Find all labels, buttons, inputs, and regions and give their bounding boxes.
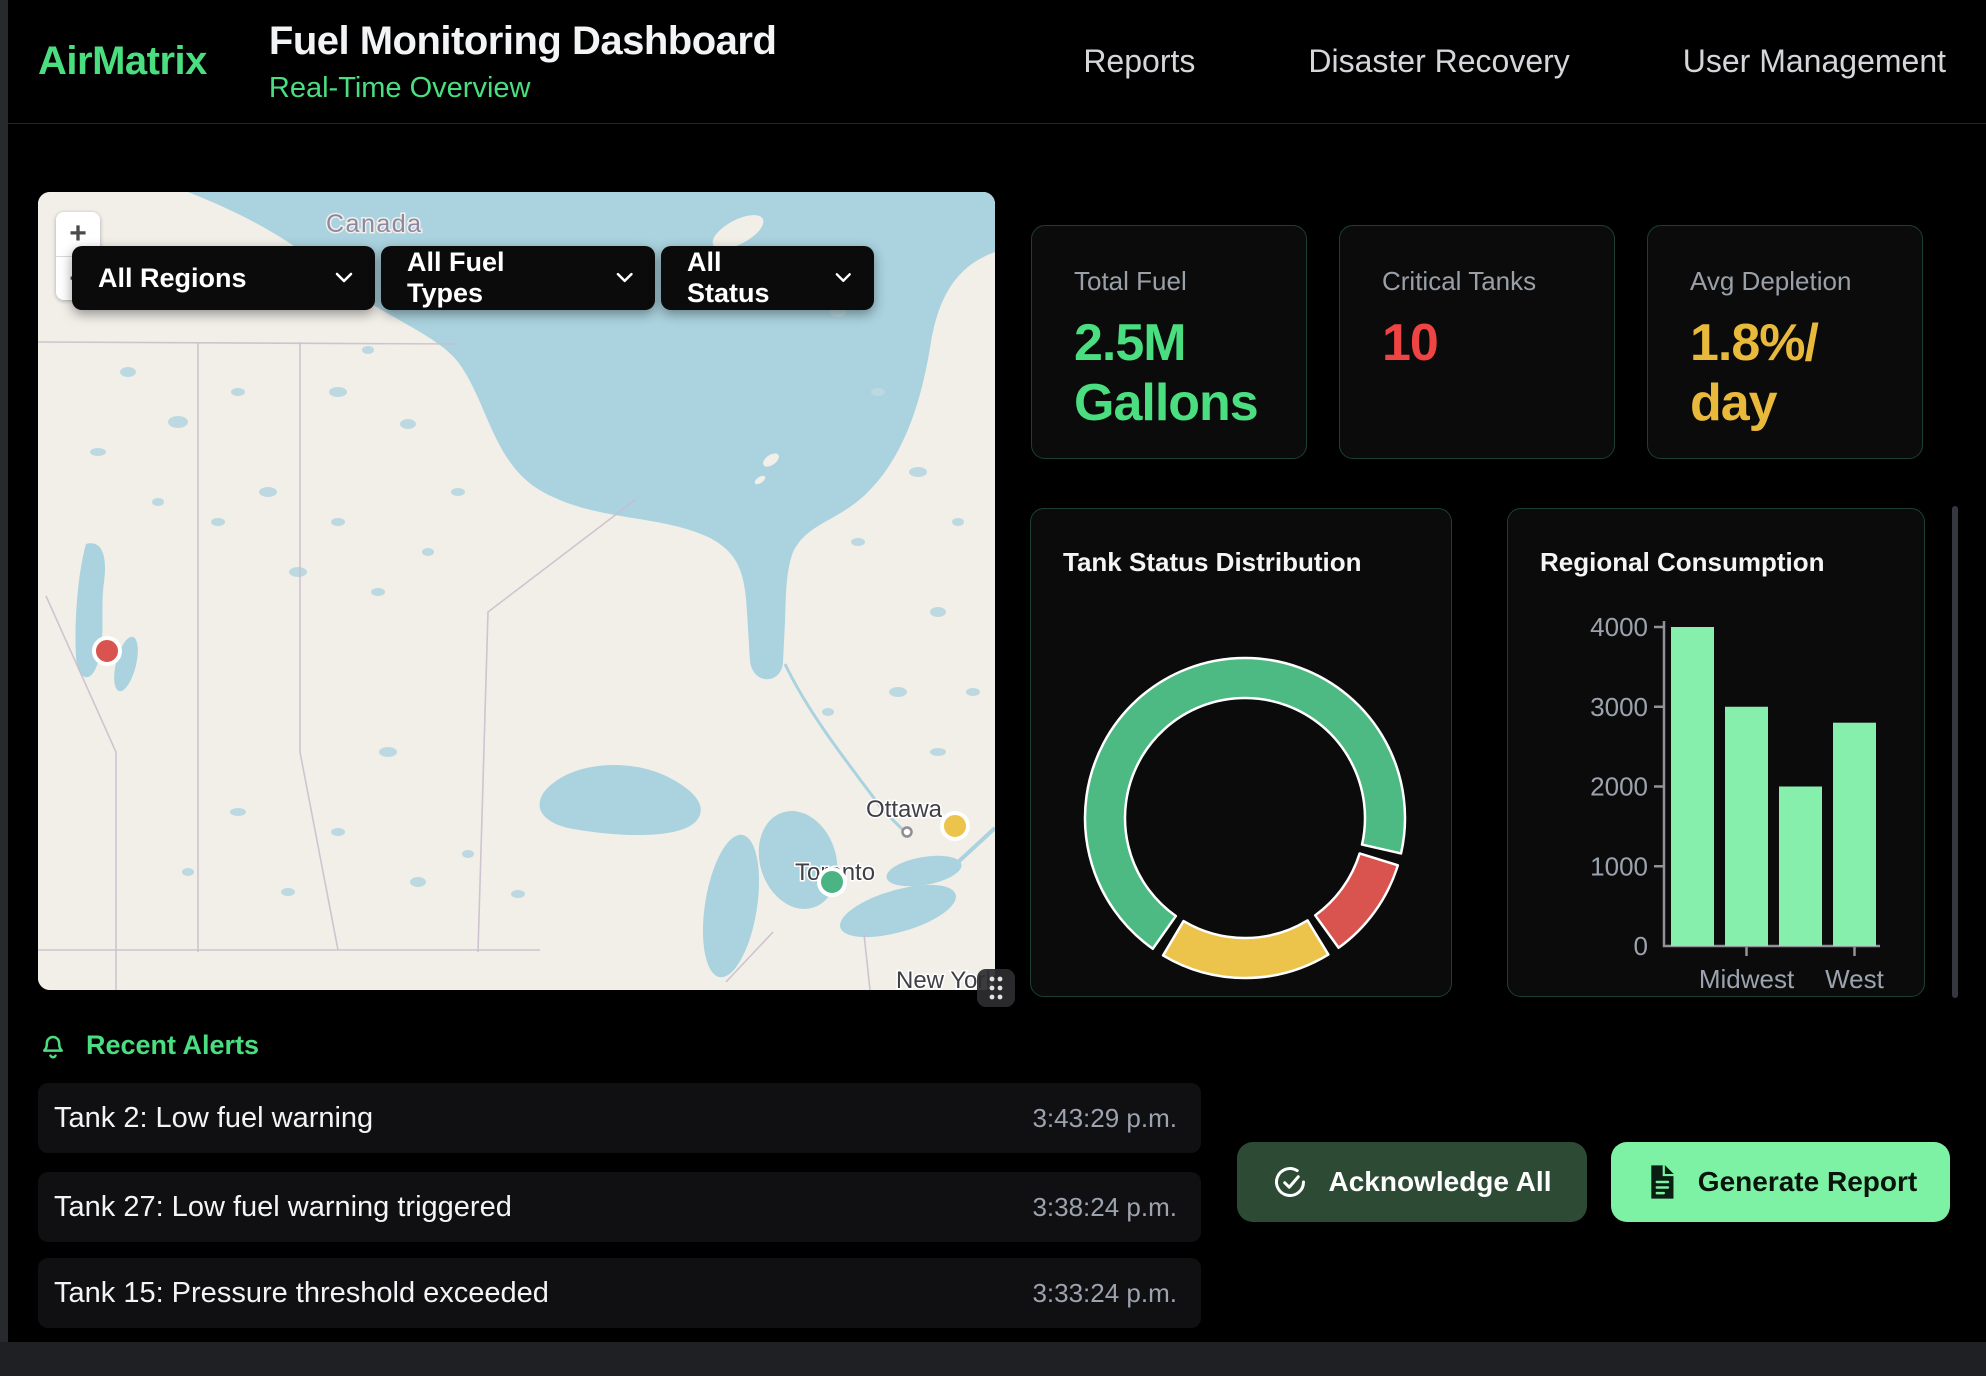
- map-panel: Canada Ottawa Toronto New York + − All R…: [38, 192, 995, 990]
- bar-0: [1671, 627, 1714, 946]
- alert-timestamp: 3:38:24 p.m.: [1032, 1192, 1177, 1223]
- document-icon: [1644, 1164, 1678, 1200]
- stat-label: Avg Depletion: [1690, 266, 1902, 297]
- donut-segment-warning: [1163, 920, 1328, 978]
- alert-text: Tank 15: Pressure threshold exceeded: [54, 1277, 549, 1310]
- y-tick-label: 4000: [1590, 612, 1648, 642]
- chevron-down-icon: [616, 272, 633, 284]
- regional-consumption-card: Regional Consumption 01000200030004000Mi…: [1507, 508, 1925, 997]
- tank-status-card: Tank Status Distribution: [1030, 508, 1452, 997]
- top-bar: AirMatrix Fuel Monitoring Dashboard Real…: [8, 0, 1986, 124]
- nav-user-management[interactable]: User Management: [1683, 43, 1946, 80]
- alert-row: Tank 27: Low fuel warning triggered 3:38…: [38, 1172, 1201, 1242]
- stat-value: 1.8%/day: [1690, 313, 1902, 433]
- region-filter-label: All Regions: [98, 263, 247, 294]
- alert-timestamp: 3:33:24 p.m.: [1032, 1278, 1177, 1309]
- x-tick-label: Midwest: [1699, 964, 1795, 994]
- alert-text: Tank 2: Low fuel warning: [54, 1102, 373, 1135]
- fuel-type-filter-label: All Fuel Types: [407, 247, 582, 309]
- stat-value: 2.5MGallons: [1074, 313, 1286, 433]
- map-label-canada: Canada: [326, 210, 423, 238]
- chevron-down-icon: [835, 272, 852, 284]
- acknowledge-all-label: Acknowledge All: [1328, 1166, 1551, 1198]
- regional-consumption-bar-chart: 0 1000 2000 3000 4000 Midwest West: [1508, 509, 1926, 998]
- alert-row: Tank 2: Low fuel warning 3:43:29 p.m.: [38, 1083, 1201, 1153]
- alert-timestamp: 3:43:29 p.m.: [1032, 1103, 1177, 1134]
- map-label-ottawa: Ottawa: [866, 796, 943, 823]
- tank-marker-ok[interactable]: [819, 869, 845, 895]
- bottom-bar: [0, 1342, 1986, 1376]
- generate-report-button[interactable]: Generate Report: [1611, 1142, 1950, 1222]
- nav-disaster-recovery[interactable]: Disaster Recovery: [1308, 43, 1569, 80]
- y-tick-label: 3000: [1590, 692, 1648, 722]
- bar-2: [1779, 787, 1822, 947]
- donut-segment-critical: [1315, 853, 1398, 947]
- generate-report-label: Generate Report: [1698, 1166, 1917, 1198]
- bar-1: [1725, 707, 1768, 946]
- region-filter-dropdown[interactable]: All Regions: [72, 246, 375, 310]
- vertical-scrollbar[interactable]: [1952, 506, 1958, 998]
- status-filter-label: All Status: [687, 247, 801, 309]
- drag-dots-icon: [984, 974, 1008, 1002]
- stat-label: Critical Tanks: [1382, 266, 1594, 297]
- map-viewport[interactable]: Canada Ottawa Toronto New York + − All R…: [38, 192, 995, 990]
- bell-icon: [38, 1028, 68, 1062]
- title-block: Fuel Monitoring Dashboard Real-Time Over…: [269, 19, 776, 105]
- recent-alerts-header: Recent Alerts: [38, 1028, 1201, 1062]
- tank-marker-warning[interactable]: [942, 813, 968, 839]
- nav-reports[interactable]: Reports: [1083, 43, 1195, 80]
- stat-value: 10: [1382, 313, 1594, 373]
- map-canvas[interactable]: Canada Ottawa Toronto New York: [38, 192, 995, 990]
- map-resize-handle[interactable]: [977, 969, 1015, 1007]
- check-circle-icon: [1272, 1164, 1308, 1200]
- bar-3: [1833, 723, 1876, 946]
- stat-cards-row: Total Fuel 2.5MGallons Critical Tanks 10…: [1031, 225, 1923, 459]
- status-filter-dropdown[interactable]: All Status: [661, 246, 874, 310]
- stat-card-critical-tanks: Critical Tanks 10: [1339, 225, 1615, 459]
- alert-text: Tank 27: Low fuel warning triggered: [54, 1191, 512, 1224]
- page-subtitle: Real-Time Overview: [269, 72, 776, 105]
- page-title: Fuel Monitoring Dashboard: [269, 19, 776, 64]
- dashboard-root: AirMatrix Fuel Monitoring Dashboard Real…: [0, 0, 1986, 1376]
- stat-label: Total Fuel: [1074, 266, 1286, 297]
- acknowledge-all-button[interactable]: Acknowledge All: [1237, 1142, 1587, 1222]
- stat-card-avg-depletion: Avg Depletion 1.8%/day: [1647, 225, 1923, 459]
- x-tick-label: West: [1825, 964, 1885, 994]
- map-filters: All Regions All Fuel Types All Status: [72, 246, 874, 310]
- fuel-type-filter-dropdown[interactable]: All Fuel Types: [381, 246, 655, 310]
- stat-card-total-fuel: Total Fuel 2.5MGallons: [1031, 225, 1307, 459]
- recent-alerts-heading: Recent Alerts: [86, 1030, 259, 1061]
- brand-logo: AirMatrix: [38, 39, 207, 84]
- y-tick-label: 2000: [1590, 772, 1648, 802]
- main-nav: Reports Disaster Recovery User Managemen…: [1083, 43, 1946, 80]
- chevron-down-icon: [335, 272, 353, 284]
- y-tick-label: 1000: [1590, 851, 1648, 881]
- y-tick-label: 0: [1634, 931, 1648, 961]
- town-dot-icon: [903, 828, 912, 837]
- tank-status-donut-chart: [1031, 509, 1453, 998]
- window-edge: [0, 0, 8, 1376]
- recent-alerts-section: Recent Alerts Tank 2: Low fuel warning 3…: [38, 1028, 1201, 1062]
- alert-row: Tank 15: Pressure threshold exceeded 3:3…: [38, 1258, 1201, 1328]
- tank-marker-critical[interactable]: [94, 638, 120, 664]
